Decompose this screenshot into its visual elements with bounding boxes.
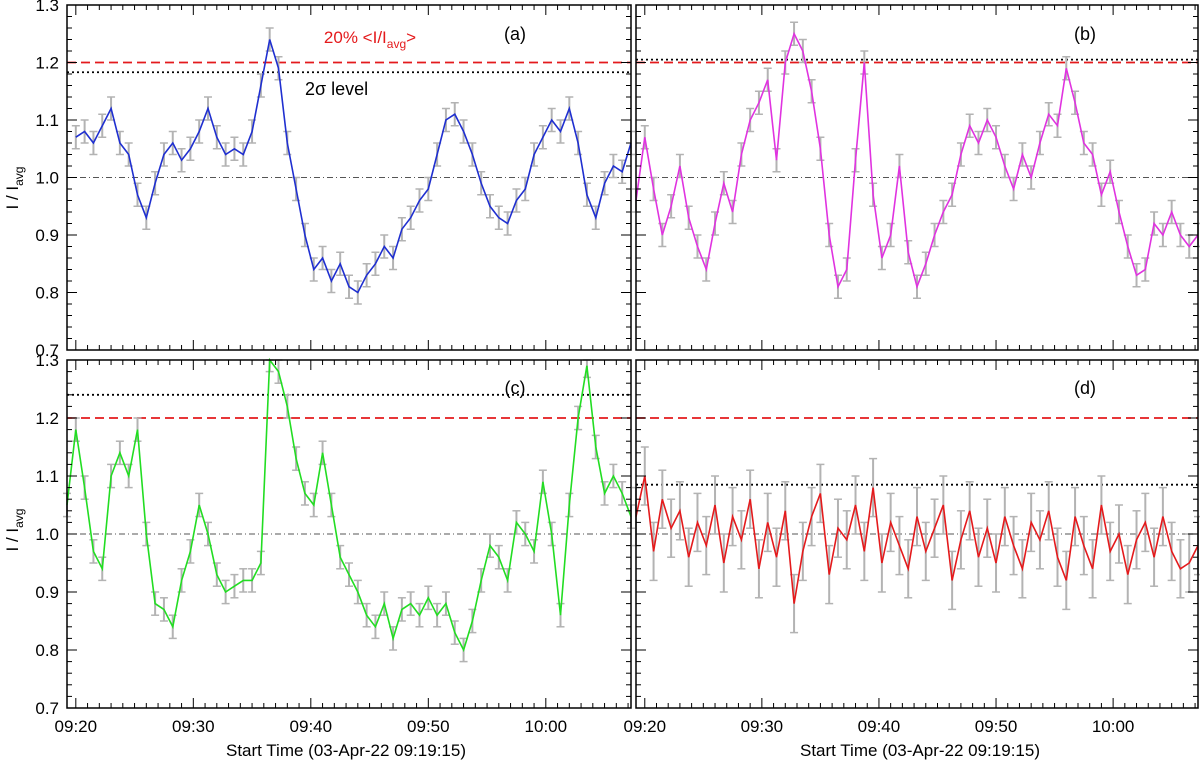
panel-a-ytick-label: 1.1: [35, 111, 59, 130]
panel-c-xtick-label: 09:50: [407, 717, 450, 736]
panel-b-label: (b): [1074, 24, 1096, 44]
panel-c-xtick-label: 10:00: [525, 717, 568, 736]
panel-d-xtick-label: 10:00: [1092, 717, 1135, 736]
panel-c-label: (c): [505, 378, 526, 398]
panel-a-series-line: [75, 39, 632, 294]
panel-c-ytick-label: 0.9: [35, 583, 59, 602]
panel-c-ytick-label: 1.1: [35, 467, 59, 486]
panel-c-ytick-label: 1.2: [35, 409, 59, 428]
panel-a-ytick-label: 1.2: [35, 54, 59, 73]
panel-c-xtick-label: 09:30: [172, 717, 215, 736]
panel-d-series-line: [635, 475, 1199, 604]
xlabel-left: Start Time (03-Apr-22 09:19:15): [226, 741, 466, 760]
panel-a-ytick-label: 1.3: [35, 0, 59, 15]
xlabel-right: Start Time (03-Apr-22 09:19:15): [800, 741, 1040, 760]
panel-a-ytick-label: 0.8: [35, 284, 59, 303]
panel-c-series-line: [66, 357, 632, 653]
panel-d-xtick-label: 09:30: [741, 717, 784, 736]
panel-c-ytick-label: 0.7: [35, 699, 59, 718]
ylabel-bottom: I / Iavg: [3, 509, 26, 552]
panel-c-ytick-label: 1.0: [35, 525, 59, 544]
panel-a-ytick-label: 0.7: [35, 341, 59, 360]
panel-c-ytick-label: 1.3: [35, 351, 59, 370]
panel-c-xtick-label: 09:40: [290, 717, 333, 736]
panels-layer: 0.7 0.8 0.9 1.0 1.1 1.2 1.3 (a) (b) 0.7 0.8 0.9 1.0 1…: [35, 0, 1200, 736]
panel-b-series-line: [635, 31, 1199, 290]
panel-a-ytick-label: 0.9: [35, 226, 59, 245]
panel-d-xtick-label: 09:20: [624, 717, 667, 736]
threshold-annotation: 20% <I/Iavg>: [324, 28, 416, 51]
sigma-annotation: 2σ level: [305, 79, 368, 99]
panel-a-label: (a): [504, 24, 526, 44]
panel-d-xtick-label: 09:50: [975, 717, 1018, 736]
panel-c-ytick-label: 0.8: [35, 641, 59, 660]
ylabel-top: I / Iavg: [3, 167, 26, 210]
panel-d-label: (d): [1074, 378, 1096, 398]
panel-a-ytick-label: 1.0: [35, 169, 59, 188]
panel-d-xtick-label: 09:40: [858, 717, 901, 736]
panel-c-xtick-label: 09:20: [55, 717, 98, 736]
